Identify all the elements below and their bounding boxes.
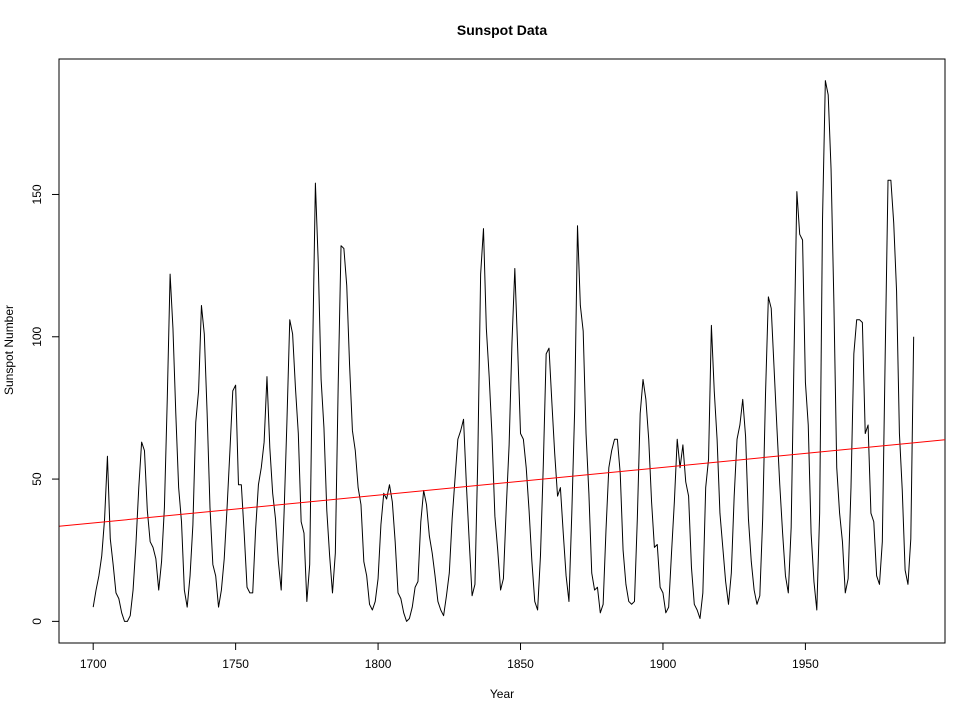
x-tick-label: 1750 bbox=[222, 657, 249, 671]
x-axis-label: Year bbox=[490, 687, 514, 701]
x-tick-label: 1950 bbox=[792, 657, 819, 671]
x-tick-label: 1850 bbox=[507, 657, 534, 671]
chart-title: Sunspot Data bbox=[457, 22, 547, 38]
x-tick-label: 1700 bbox=[80, 657, 107, 671]
series-layer bbox=[58, 80, 946, 622]
y-tick-label: 150 bbox=[30, 184, 44, 204]
x-tick-label: 1800 bbox=[365, 657, 392, 671]
y-tick-label: 50 bbox=[30, 472, 44, 486]
x-tick-label: 1900 bbox=[650, 657, 677, 671]
y-axis: 0 50 100 150 bbox=[30, 184, 60, 625]
y-tick-label: 0 bbox=[30, 618, 44, 625]
sunspot-series-line bbox=[92, 80, 915, 622]
x-axis: 1700 1750 1800 1850 1900 1950 bbox=[80, 642, 819, 671]
trend-line bbox=[58, 439, 946, 527]
y-axis-label: Sunspot Number bbox=[2, 305, 16, 395]
y-tick-label: 100 bbox=[30, 326, 44, 346]
